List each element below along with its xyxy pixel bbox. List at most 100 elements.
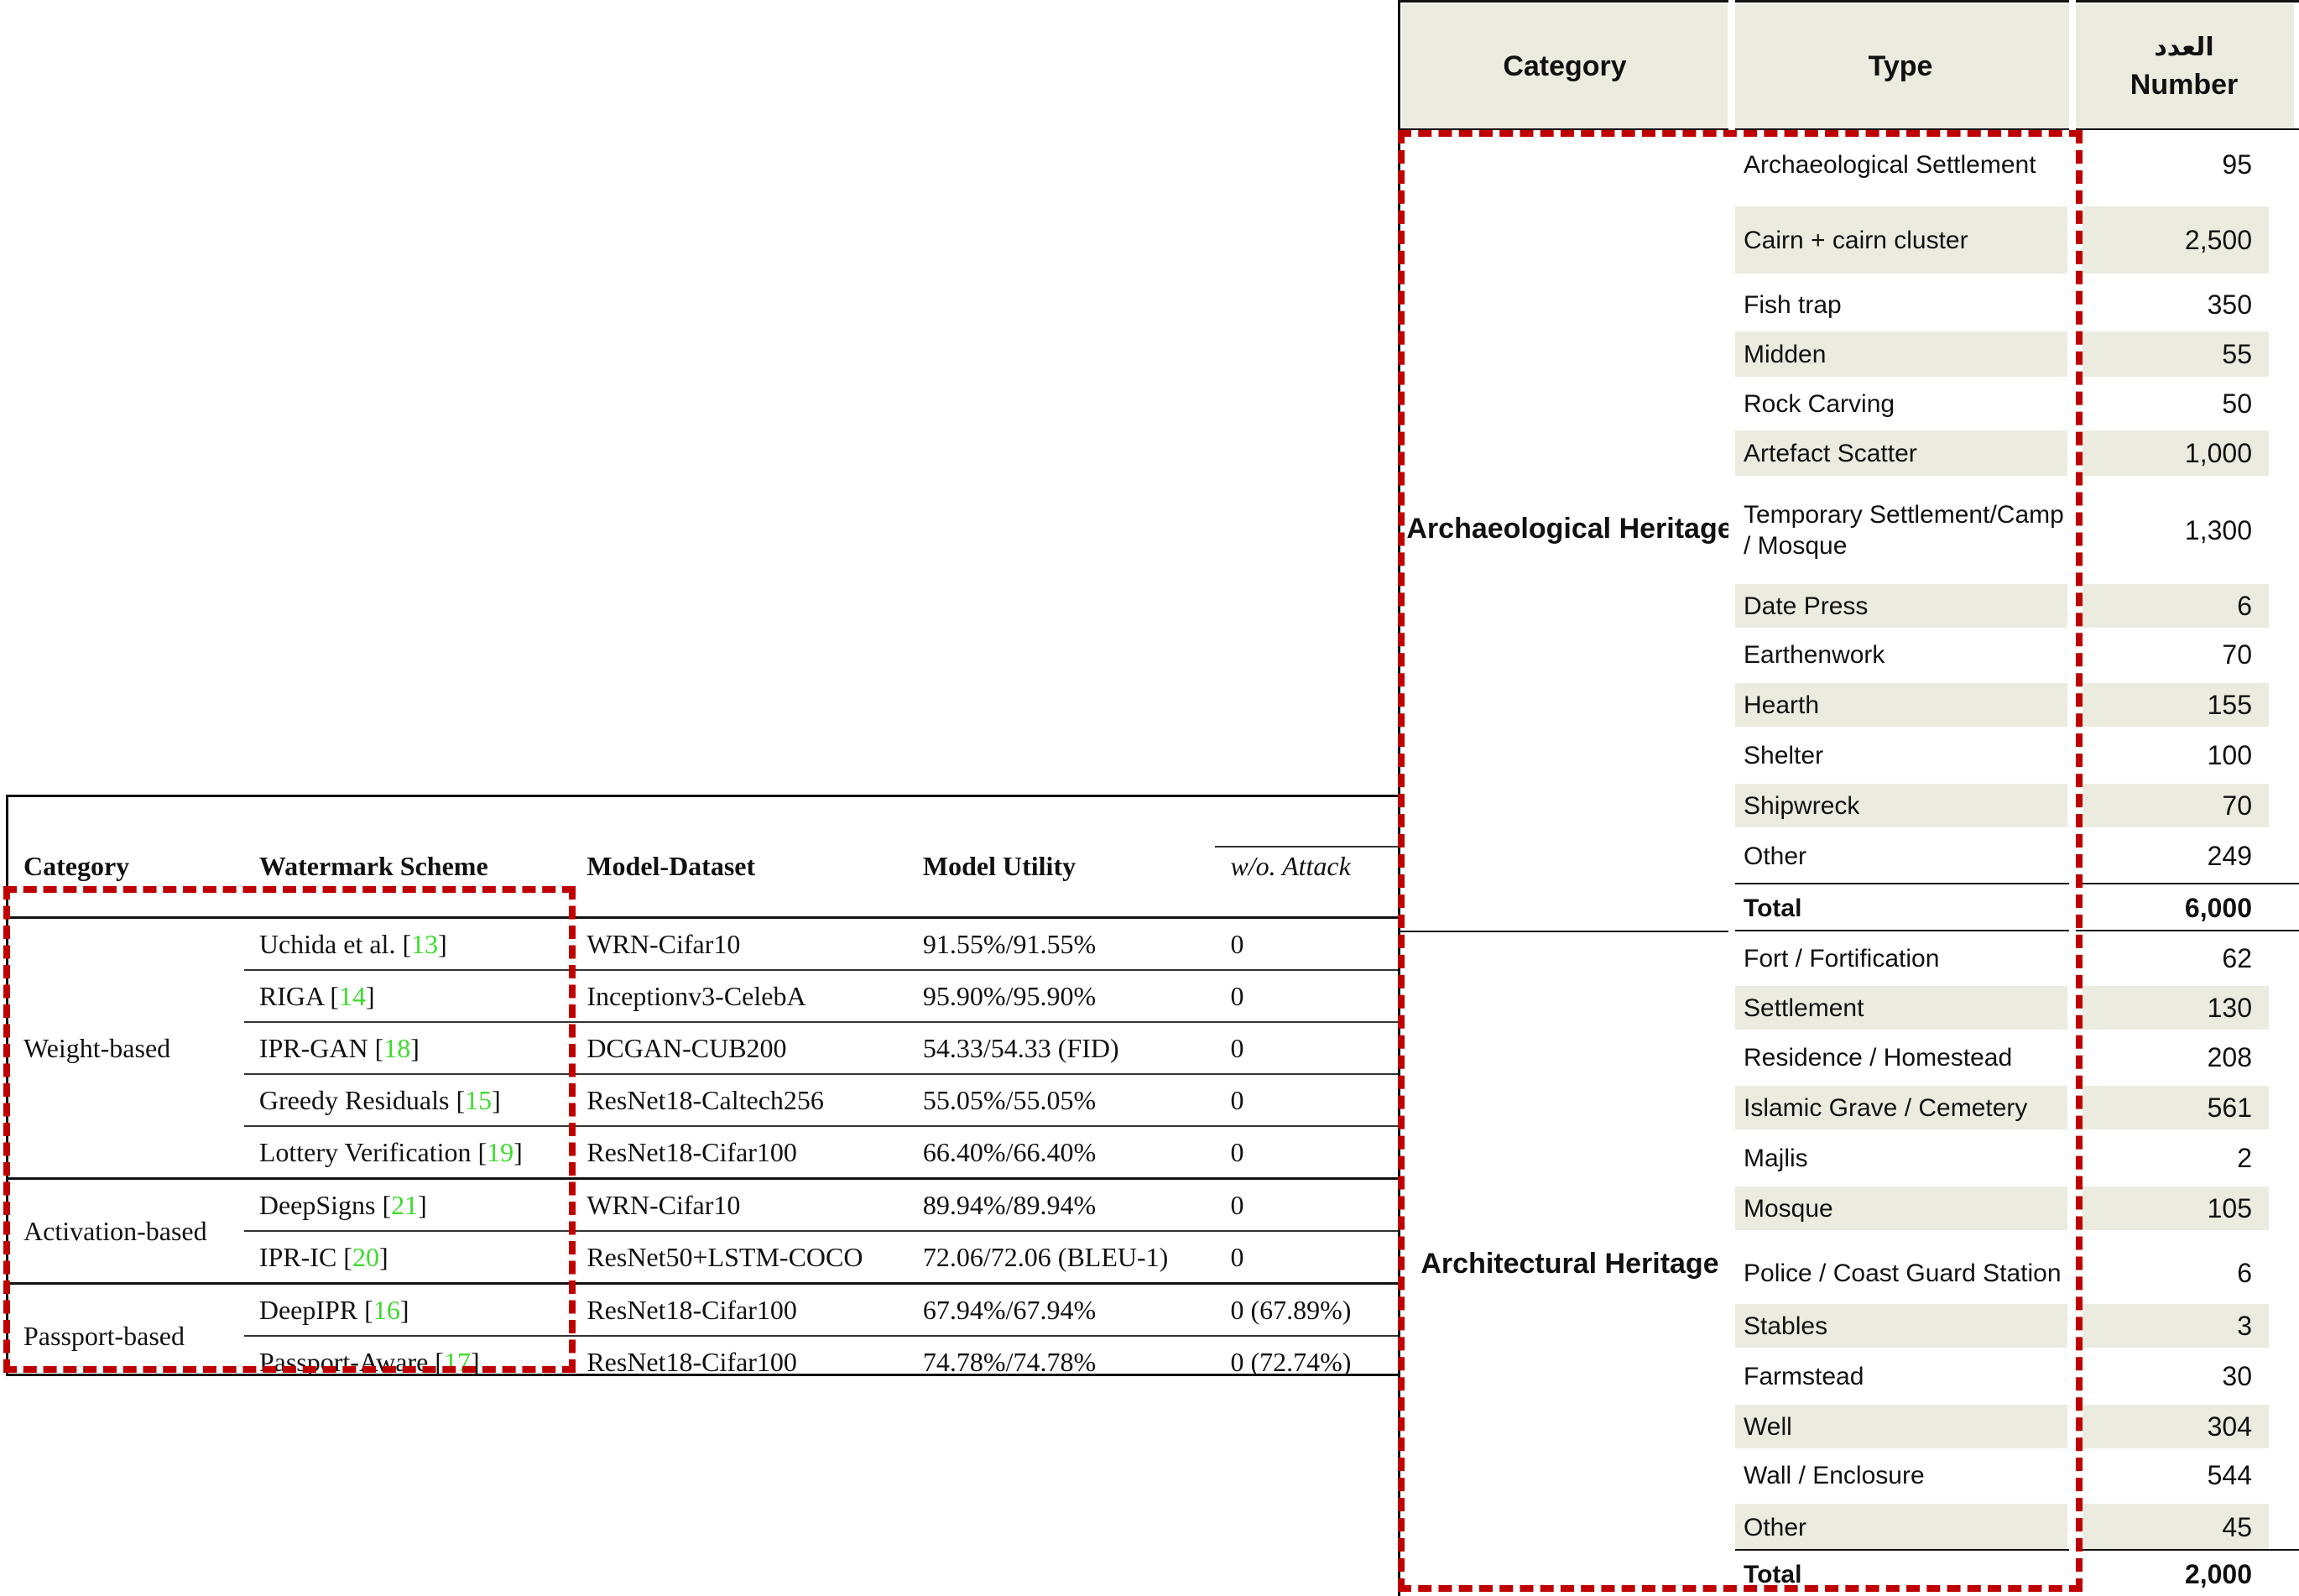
heritage-table-panel: Category Type العدد Number Archaeologica… bbox=[1398, 0, 2299, 1596]
table-top-rule bbox=[1398, 0, 2299, 3]
model-utility-cell: 55.05%/55.05% bbox=[907, 1073, 1216, 1126]
number-cell-text: 155 bbox=[2207, 689, 2252, 720]
type-cell-text: Earthenwork bbox=[1744, 640, 1885, 669]
total-bottom-rule bbox=[1728, 930, 2299, 931]
citation-bracket: ] bbox=[378, 1241, 388, 1272]
section-divider-rule bbox=[1398, 931, 1728, 932]
type-cell-text: Cairn + cairn cluster bbox=[1744, 226, 1968, 254]
number-cell: 62 bbox=[2083, 936, 2269, 981]
wo-attack-cell: 0 bbox=[1215, 1125, 1399, 1179]
number-cell: 6 bbox=[2083, 1240, 2269, 1306]
type-cell-text: Date Press bbox=[1744, 592, 1869, 620]
type-cell: Fort / Fortification bbox=[1728, 936, 2067, 981]
number-cell-text: 249 bbox=[2207, 840, 2252, 871]
citation-bracket: ] bbox=[418, 1189, 427, 1220]
header-bottom-rule bbox=[1398, 128, 2299, 130]
type-cell-text: Temporary Settlement/Camp / Mosque bbox=[1744, 501, 2064, 560]
type-cell: Artefact Scatter bbox=[1728, 430, 2067, 476]
scheme-cell: DeepSigns [21] bbox=[243, 1177, 572, 1231]
total-label-text: Total bbox=[1744, 1560, 1802, 1588]
table-row: RIGA [14] Inceptionv3-CelebA 95.90%/95.90%… bbox=[8, 969, 1399, 1022]
scheme-name: Greedy Residuals [ bbox=[258, 1084, 466, 1115]
number-cell: 130 bbox=[2083, 986, 2269, 1030]
type-cell: Majlis bbox=[1728, 1134, 2067, 1182]
number-cell-text: 6 bbox=[2237, 1257, 2252, 1288]
total-value-text: 2,000 bbox=[2184, 1558, 2252, 1589]
category-archaeological-heritage: Archaeological Heritage bbox=[1406, 134, 1733, 923]
type-cell-text: Settlement bbox=[1744, 994, 1864, 1022]
number-cell-text: 350 bbox=[2207, 289, 2252, 320]
type-cell: Temporary Settlement/Camp / Mosque bbox=[1728, 490, 2067, 571]
citation-link[interactable]: 15 bbox=[465, 1084, 493, 1115]
category-cell: Passport-based bbox=[8, 1282, 244, 1374]
table-row: IPR-IC [20] ResNet50+LSTM-COCO 72.06/72.06… bbox=[8, 1230, 1399, 1284]
type-cell: Shelter bbox=[1728, 733, 2067, 777]
header-category: Category bbox=[23, 850, 130, 881]
type-cell: Hearth bbox=[1728, 683, 2067, 727]
number-cell: 55 bbox=[2083, 331, 2269, 377]
heritage-table-body: Archaeological Settlement 95 Cairn + cairn… bbox=[1398, 0, 2299, 1596]
type-cell-text: Fish trap bbox=[1744, 290, 1842, 319]
number-cell-text: 55 bbox=[2222, 338, 2252, 369]
citation-bracket: ] bbox=[492, 1084, 501, 1115]
citation-link[interactable]: 14 bbox=[338, 980, 366, 1011]
type-cell: Fish trap bbox=[1728, 282, 2067, 327]
scheme-cell: IPR-GAN [18] bbox=[243, 1021, 572, 1074]
column-gap bbox=[1728, 0, 1735, 1596]
header-category: Category bbox=[1402, 4, 1728, 128]
number-cell: 100 bbox=[2083, 733, 2269, 777]
number-cell-text: 130 bbox=[2207, 992, 2252, 1023]
type-cell-text: Mosque bbox=[1744, 1194, 1833, 1223]
type-cell-text: Majlis bbox=[1744, 1144, 1808, 1172]
type-cell: Stables bbox=[1728, 1304, 2067, 1348]
model-utility-cell: 66.40%/66.40% bbox=[907, 1125, 1216, 1179]
number-cell: 1,000 bbox=[2083, 430, 2269, 476]
number-cell-text: 1,300 bbox=[2184, 514, 2252, 545]
header-model-utility: Model Utility bbox=[922, 850, 1077, 881]
number-cell: 561 bbox=[2083, 1086, 2269, 1129]
citation-link[interactable]: 16 bbox=[373, 1294, 400, 1325]
number-cell: 3 bbox=[2083, 1304, 2269, 1348]
watermark-table-body: Weight-based Uchida et al. [13] WRN-Cifar1… bbox=[8, 916, 1399, 1376]
total-label: Total bbox=[1728, 886, 2067, 930]
scheme-name: RIGA [ bbox=[258, 980, 339, 1011]
citation-link[interactable]: 20 bbox=[352, 1241, 379, 1272]
type-cell: Other bbox=[1728, 1504, 2067, 1551]
number-cell-text: 6 bbox=[2237, 590, 2252, 621]
citation-bracket: ] bbox=[470, 1346, 480, 1376]
citation-link[interactable]: 18 bbox=[383, 1032, 411, 1063]
wo-attack-cell: 0 (72.74%) bbox=[1215, 1335, 1399, 1374]
type-cell-text: Other bbox=[1744, 1513, 1807, 1541]
header-wo-attack-label: w/o. Attack bbox=[1230, 850, 1351, 881]
type-cell-text: Archaeological Settlement bbox=[1744, 150, 2036, 179]
citation-link[interactable]: 13 bbox=[411, 928, 439, 959]
number-cell: 544 bbox=[2083, 1453, 2269, 1497]
type-cell: Midden bbox=[1728, 331, 2067, 377]
number-cell-text: 304 bbox=[2207, 1411, 2252, 1442]
number-cell: 70 bbox=[2083, 784, 2269, 827]
number-cell-text: 208 bbox=[2207, 1041, 2252, 1072]
watermark-scheme-table: Category Watermark Scheme Model-Dataset … bbox=[8, 797, 1399, 1376]
number-cell-text: 105 bbox=[2207, 1192, 2252, 1223]
type-cell-text: Farmstead bbox=[1744, 1362, 1864, 1390]
table-row: Lottery Verification [19] ResNet18-Cifar1… bbox=[8, 1125, 1399, 1179]
citation-link[interactable]: 19 bbox=[487, 1136, 514, 1167]
table-row: Weight-based Uchida et al. [13] WRN-Cifar1… bbox=[8, 916, 1399, 1179]
type-cell: Date Press bbox=[1728, 584, 2067, 628]
citation-link[interactable]: 21 bbox=[391, 1189, 419, 1220]
type-cell-text: Wall / Enclosure bbox=[1744, 1461, 1925, 1489]
citation-link[interactable]: 17 bbox=[443, 1346, 471, 1376]
category-cell: Weight-based bbox=[8, 916, 244, 1179]
model-utility-cell: 74.78%/74.78% bbox=[907, 1335, 1216, 1374]
type-cell: Islamic Grave / Cemetery bbox=[1728, 1086, 2067, 1129]
type-cell-text: Fort / Fortification bbox=[1744, 944, 1940, 973]
category-label: Archaeological Heritage bbox=[1406, 513, 1733, 545]
type-cell: Police / Coast Guard Station bbox=[1728, 1240, 2067, 1306]
number-cell-text: 1,000 bbox=[2184, 437, 2252, 468]
type-cell: Earthenwork bbox=[1728, 633, 2067, 676]
number-cell: 45 bbox=[2083, 1504, 2269, 1551]
column-gap bbox=[2069, 0, 2076, 1596]
header-row: Category Watermark Scheme Model-Dataset … bbox=[8, 797, 1399, 918]
number-cell-text: 100 bbox=[2207, 739, 2252, 770]
number-cell-text: 70 bbox=[2222, 639, 2252, 670]
